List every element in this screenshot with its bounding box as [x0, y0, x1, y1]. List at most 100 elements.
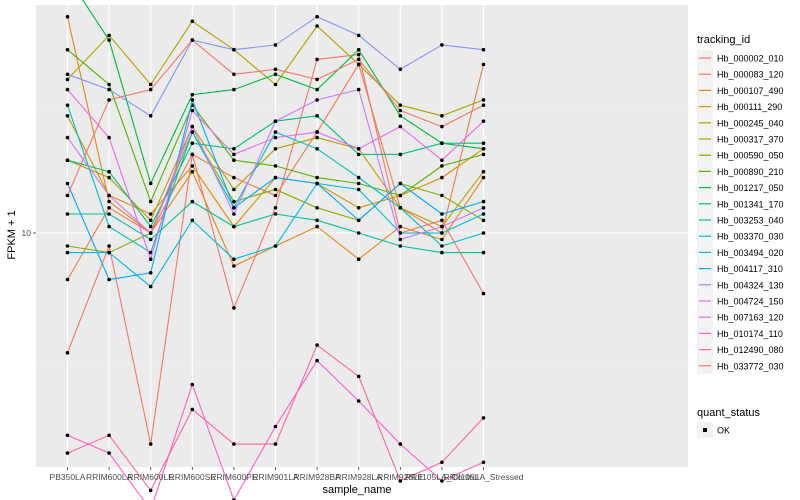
legend-item: Hb_000107_490 — [697, 82, 784, 99]
data-point — [315, 87, 319, 92]
data-point — [481, 199, 486, 204]
data-point — [481, 250, 486, 255]
x-axis-title: sample_name — [322, 484, 391, 496]
data-point — [481, 103, 486, 107]
data-point — [148, 87, 153, 92]
data-point — [440, 224, 444, 229]
data-point — [481, 119, 486, 123]
legend-item: Hb_004117_310 — [697, 260, 783, 277]
data-point — [273, 119, 278, 123]
data-point — [190, 124, 195, 129]
legend-item: Hb_000890_210 — [697, 163, 784, 180]
legend-label: Hb_007163_120 — [717, 313, 784, 323]
data-point — [315, 24, 319, 28]
data-point — [481, 98, 486, 102]
data-point — [398, 114, 403, 118]
data-point — [107, 206, 111, 210]
data-point — [273, 135, 278, 140]
data-point — [232, 47, 236, 52]
data-point — [440, 175, 444, 180]
data-point — [481, 218, 486, 223]
data-point — [65, 135, 70, 140]
data-point — [315, 147, 319, 151]
data-point — [356, 33, 361, 38]
legend-label: Hb_003253_040 — [717, 216, 784, 226]
data-point — [356, 399, 361, 403]
data-point — [190, 199, 195, 204]
data-point — [398, 67, 403, 72]
data-point — [65, 103, 70, 107]
data-point — [398, 152, 403, 157]
data-point — [398, 206, 403, 210]
data-point — [440, 124, 444, 129]
data-point — [65, 47, 70, 52]
data-point — [232, 199, 236, 204]
data-point — [148, 218, 153, 223]
data-point — [356, 181, 361, 186]
data-point — [481, 291, 486, 296]
data-point — [398, 103, 403, 107]
data-point — [65, 451, 70, 455]
data-point — [107, 87, 111, 92]
data-point — [356, 187, 361, 192]
data-point — [398, 124, 403, 129]
data-point — [232, 212, 236, 216]
series-Hb_000002_010 — [65, 52, 486, 446]
data-point — [148, 212, 153, 216]
data-point — [65, 77, 70, 82]
data-point — [398, 181, 403, 186]
legend-item: Hb_004724_150 — [697, 293, 784, 309]
legend-item: Hb_000002_010 — [697, 50, 784, 66]
legend-label: Hb_004117_310 — [717, 264, 783, 274]
legend-label: Hb_000317_370 — [717, 135, 784, 145]
data-point — [315, 130, 319, 134]
data-point — [190, 98, 195, 102]
data-point — [440, 193, 444, 198]
data-point — [107, 433, 111, 438]
data-point — [273, 175, 278, 180]
data-point — [273, 67, 278, 72]
legend-label: Hb_000083_120 — [717, 70, 784, 80]
series-Hb_003253_040 — [65, 199, 486, 255]
data-point — [315, 206, 319, 210]
legend-label: Hb_001341_170 — [717, 199, 784, 209]
data-point — [356, 147, 361, 151]
data-point — [107, 169, 111, 174]
legend-label: Hb_000002_010 — [717, 54, 784, 64]
series-Hb_003370_030 — [65, 103, 486, 255]
data-point — [273, 206, 278, 210]
data-point — [232, 442, 236, 446]
series-Hb_012490_080 — [65, 343, 486, 493]
legend-label: Hb_033772_030 — [717, 361, 784, 371]
data-point — [107, 451, 111, 455]
series-Hb_007163_120 — [65, 87, 486, 262]
data-point — [440, 250, 444, 255]
data-point — [232, 224, 236, 229]
data-point — [190, 92, 195, 97]
data-point — [315, 57, 319, 62]
data-point — [232, 175, 236, 180]
data-point — [356, 231, 361, 235]
data-point — [440, 218, 444, 223]
data-point — [356, 218, 361, 223]
data-point — [356, 175, 361, 180]
data-point — [398, 237, 403, 242]
data-point — [273, 424, 278, 429]
data-point — [481, 175, 486, 180]
data-point — [481, 141, 486, 145]
data-point — [356, 47, 361, 52]
data-point — [481, 460, 486, 465]
data-point — [148, 488, 153, 493]
data-point — [232, 72, 236, 77]
x-tick-label: PB350LA — [50, 472, 86, 482]
data-point — [65, 250, 70, 255]
data-point — [190, 141, 195, 145]
data-point — [107, 135, 111, 140]
data-point — [315, 343, 319, 347]
legend-item: Hb_010174_110 — [697, 325, 783, 342]
data-point — [232, 306, 236, 310]
data-point — [481, 416, 486, 420]
data-point — [107, 175, 111, 180]
